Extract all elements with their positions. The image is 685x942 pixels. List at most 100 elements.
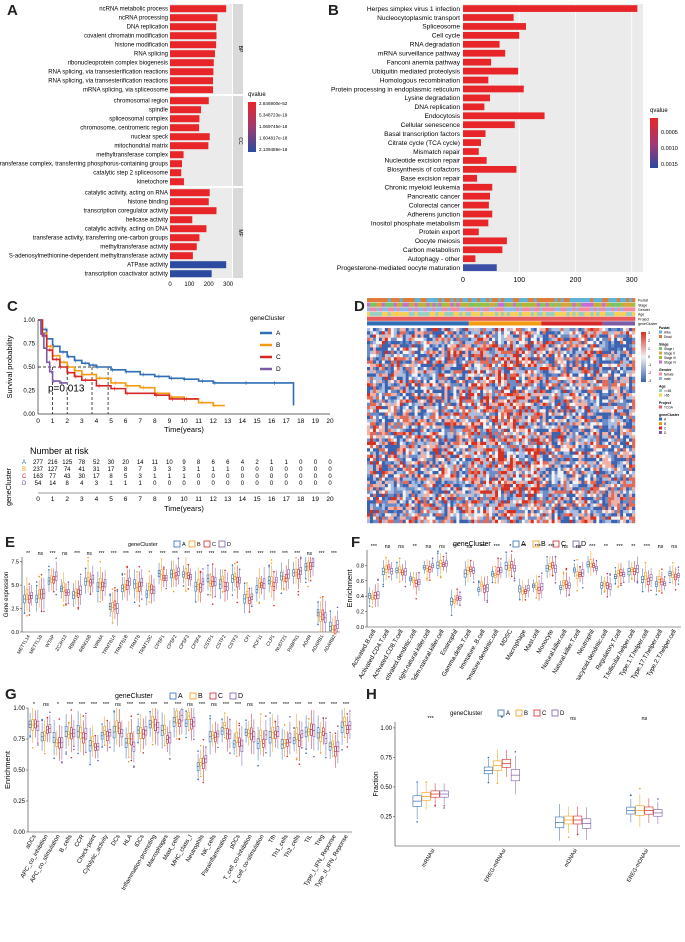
heat-cell: [569, 370, 573, 374]
heat-cell: [423, 363, 427, 368]
heat-cell: [486, 396, 490, 400]
heat-cell: [495, 419, 499, 423]
heat-cell: [402, 445, 406, 449]
heat-cell: [518, 357, 523, 361]
heat-cell: [405, 406, 409, 410]
heat-cell: [429, 334, 433, 338]
heat-cell: [474, 331, 478, 335]
track-cell: [447, 307, 451, 312]
heat-cell: [441, 415, 445, 420]
heat-cell: [492, 396, 496, 400]
heat-cell: [447, 428, 451, 433]
bar-label: transferase activity, transferring one-c…: [33, 236, 168, 242]
risk-count: 1: [168, 474, 172, 480]
heat-cell: [542, 419, 546, 423]
heat-cell: [462, 334, 466, 338]
heat-cell: [605, 380, 609, 384]
heat-cell: [411, 432, 415, 436]
heat-cell: [581, 331, 585, 335]
heat-cell: [390, 474, 394, 478]
bar: [463, 157, 487, 164]
heat-cell: [495, 445, 499, 449]
heat-cell: [581, 373, 585, 377]
heat-cell: [471, 422, 475, 426]
heat-cell: [551, 422, 555, 426]
heat-cell: [575, 454, 579, 459]
heat-cell: [480, 367, 484, 371]
heat-cell: [560, 373, 564, 377]
heat-cell: [426, 409, 430, 413]
heat-cell: [548, 406, 552, 410]
heat-cell: [539, 451, 543, 455]
track-cell: [542, 307, 546, 312]
heat-cell: [533, 383, 537, 387]
track-cell: [575, 307, 579, 312]
heat-cell: [530, 412, 534, 416]
track-cell: [453, 302, 457, 307]
heat-cell: [492, 389, 496, 394]
heat-cell: [453, 380, 457, 384]
heat-cell: [560, 389, 564, 394]
heat-cell: [608, 454, 612, 459]
heat-cell: [447, 419, 451, 423]
heat-cell: [381, 467, 386, 472]
heat-cell: [441, 357, 445, 361]
heat-cell: [515, 467, 520, 472]
heat-cell: [512, 458, 517, 462]
heat-cell: [480, 415, 484, 420]
heat-cell: [587, 425, 591, 429]
track-cell: [378, 298, 383, 303]
heat-cell: [390, 477, 394, 481]
heat-cell: [521, 445, 526, 449]
heat-cell: [587, 383, 591, 387]
heat-cell: [411, 337, 415, 342]
heat-cell: [587, 337, 591, 342]
heat-cell: [498, 409, 502, 413]
heat-cell: [620, 406, 624, 410]
heat-cell: [495, 328, 499, 332]
heat-cell: [492, 373, 496, 377]
heat-cell: [423, 357, 427, 361]
heat-cell: [593, 406, 597, 410]
heat-cell: [521, 334, 526, 338]
heat-cell: [572, 409, 576, 413]
heat-cell: [596, 360, 600, 364]
heat-cell: [396, 474, 400, 478]
heat-cell: [381, 373, 386, 377]
heat-cell: [420, 448, 424, 452]
heat-cell: [548, 396, 552, 400]
heat-cell: [456, 458, 460, 462]
heat-cell: [605, 344, 609, 348]
track-cell: [471, 316, 475, 321]
heat-cell: [498, 363, 502, 368]
heat-cell: [399, 344, 403, 348]
track-cell: [581, 298, 585, 303]
heat-cell: [414, 344, 418, 348]
legend-label: A: [276, 330, 281, 337]
track-cell: [471, 312, 475, 317]
heat-cell: [384, 367, 389, 371]
heat-cell: [375, 458, 380, 462]
heat-cell: [527, 432, 531, 436]
track-cell: [521, 307, 526, 312]
heat-cell: [408, 435, 412, 439]
track-cell: [483, 316, 487, 321]
heat-cell: [509, 445, 514, 449]
heat-cell: [420, 386, 424, 390]
heat-cell: [533, 438, 537, 442]
heat-cell: [405, 412, 409, 416]
heat-cell: [521, 467, 526, 472]
heat-cell: [450, 438, 454, 442]
heat-cell: [590, 406, 594, 410]
heat-cell: [393, 422, 397, 426]
heat-cell: [515, 373, 520, 377]
heat-cell: [399, 474, 403, 478]
heat-cell: [512, 419, 517, 423]
heat-cell: [432, 380, 436, 384]
heat-cell: [512, 415, 517, 420]
heat-cell: [509, 376, 514, 381]
track-cell: [581, 316, 585, 321]
heat-cell: [623, 467, 627, 472]
heat-cell: [593, 370, 597, 374]
heat-cell: [477, 373, 481, 377]
